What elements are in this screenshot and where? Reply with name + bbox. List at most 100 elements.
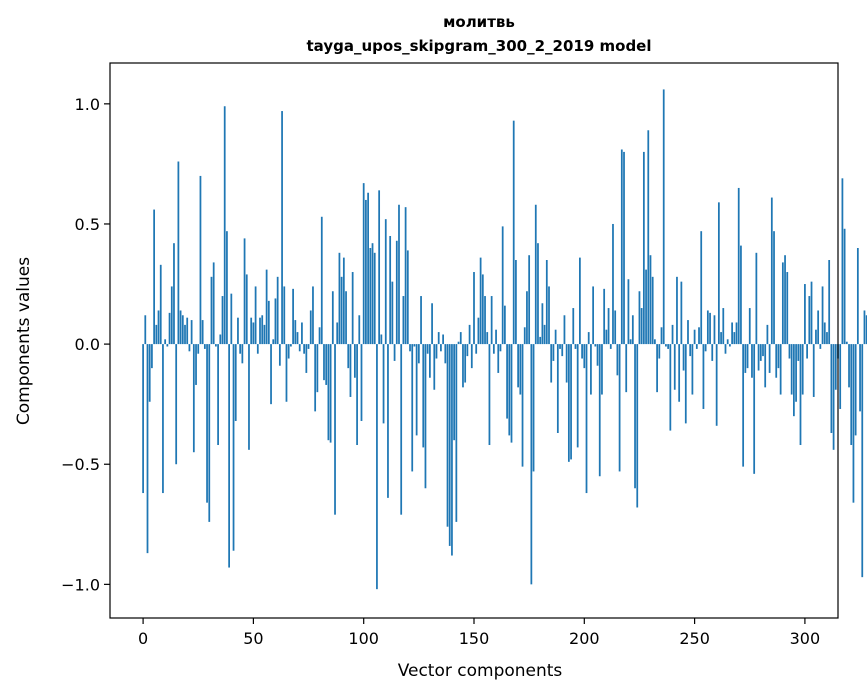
bar-192	[565, 344, 568, 383]
bar-137	[444, 344, 447, 364]
y-tick-label: 0.0	[75, 335, 100, 354]
bar-145	[462, 344, 464, 388]
bar-127	[422, 344, 425, 448]
bar-183	[545, 260, 548, 345]
bar-55	[263, 324, 266, 345]
bar-126	[420, 296, 422, 345]
bar-194	[570, 344, 572, 460]
bar-193	[567, 344, 570, 462]
bar-167	[510, 344, 513, 443]
bar-318	[843, 228, 846, 345]
bar-142	[455, 344, 458, 522]
bar-153	[479, 257, 482, 345]
bar-292	[786, 272, 789, 345]
bar-306	[817, 310, 820, 345]
bar-294	[790, 344, 793, 395]
bar-139	[448, 344, 451, 546]
bar-250	[693, 329, 696, 345]
bar-56	[265, 269, 268, 345]
bar-26	[199, 175, 202, 345]
bar-295	[793, 344, 795, 417]
chart-title: молитвь	[443, 13, 515, 31]
bar-161	[497, 344, 500, 373]
bar-227	[642, 151, 645, 345]
bar-17	[179, 310, 182, 345]
bar-280	[759, 344, 762, 361]
bar-119	[404, 207, 407, 345]
bar-91	[342, 257, 345, 345]
bar-170	[517, 344, 519, 388]
y-tick-label: 0.5	[75, 215, 100, 234]
bar-35	[219, 334, 222, 345]
bar-243	[678, 344, 681, 402]
bar-236	[662, 89, 665, 345]
bar-308	[821, 286, 824, 345]
bar-98	[358, 315, 361, 345]
bar-164	[504, 305, 506, 345]
bar-207	[598, 344, 601, 477]
bar-291	[784, 255, 786, 345]
bar-43	[237, 317, 239, 345]
x-axis-label: Vector components	[398, 661, 563, 681]
bar-224	[636, 344, 639, 508]
bar-264	[724, 344, 727, 354]
bar-209	[603, 288, 606, 345]
bar-22	[190, 320, 193, 345]
bar-218	[623, 151, 625, 345]
bar-121	[409, 344, 411, 352]
bar-62	[278, 344, 281, 366]
bar-77	[312, 286, 314, 345]
bar-116	[398, 204, 400, 345]
bar-266	[729, 344, 731, 347]
bar-109	[382, 344, 385, 424]
bar-46	[243, 238, 246, 345]
bar-103	[369, 248, 372, 345]
y-tick-label: 1.0	[75, 95, 100, 114]
bar-96	[353, 344, 356, 378]
y-axis-label: Components values	[14, 257, 34, 425]
bar-23	[192, 344, 195, 453]
bar-262	[720, 332, 722, 345]
bar-259	[713, 315, 716, 345]
y-axis-ticks: −1.0 −0.5 0.0 0.5 1.0	[61, 95, 110, 594]
bar-67	[290, 344, 292, 347]
bar-242	[676, 276, 678, 345]
bar-69	[294, 320, 297, 345]
bar-115	[395, 240, 398, 345]
bar-202	[587, 332, 590, 345]
bar-178	[534, 204, 537, 345]
x-tick-label: 250	[679, 629, 710, 648]
bar-13	[170, 286, 173, 345]
bar-9	[162, 344, 164, 494]
bar-296	[795, 344, 797, 402]
bar-270	[737, 187, 740, 345]
bar-24	[195, 344, 197, 385]
bar-151	[475, 344, 478, 354]
bar-196	[574, 344, 577, 349]
bar-282	[764, 344, 767, 388]
bar-30	[208, 344, 211, 522]
bar-158	[490, 296, 493, 345]
bar-310	[826, 332, 828, 345]
bar-154	[481, 274, 484, 345]
bar-220	[627, 279, 630, 345]
bar-141	[453, 344, 456, 441]
bar-260	[715, 344, 718, 426]
bar-303	[810, 281, 813, 345]
bar-155	[484, 296, 486, 345]
bar-204	[592, 286, 594, 345]
bar-233	[656, 344, 658, 393]
x-axis-ticks: 0 50 100 150 200 250 300	[138, 618, 820, 648]
bar-85	[329, 344, 332, 443]
bar-66	[287, 344, 290, 359]
bar-225	[638, 291, 641, 345]
bar-32	[212, 262, 215, 345]
bar-219	[625, 344, 628, 393]
bar-111	[387, 344, 389, 498]
bar-50	[252, 322, 255, 345]
bar-314	[834, 344, 837, 390]
x-tick-label: 50	[243, 629, 263, 648]
bar-113	[391, 281, 394, 345]
bar-83	[325, 344, 328, 385]
